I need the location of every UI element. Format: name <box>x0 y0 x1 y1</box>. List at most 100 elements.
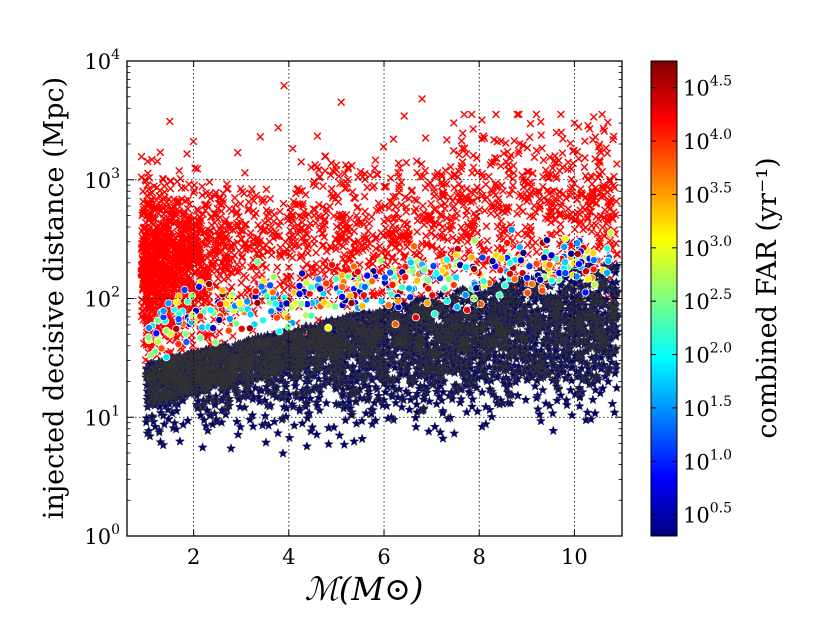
y-tick-label-exponent: 4 <box>111 47 120 63</box>
far-marker <box>409 242 418 251</box>
far-marker <box>172 298 181 307</box>
far-marker <box>196 333 205 342</box>
far-marker <box>461 263 470 272</box>
far-marker <box>268 288 277 297</box>
far-marker <box>338 282 347 291</box>
y-tick-label-base: 10 <box>84 288 111 312</box>
far-marker <box>497 254 506 263</box>
colorbar-tick-label: 102.0 <box>683 341 732 368</box>
far-marker <box>393 296 402 305</box>
far-marker <box>589 255 598 264</box>
far-marker <box>258 316 267 325</box>
far-marker <box>164 299 173 308</box>
far-marker <box>162 353 171 362</box>
far-marker <box>581 288 590 297</box>
far-marker <box>172 324 181 333</box>
colorbar-label: combined FAR (yr⁻¹) <box>752 157 783 438</box>
far-marker <box>144 323 153 332</box>
far-marker <box>153 337 162 346</box>
far-marker <box>472 284 481 293</box>
far-marker <box>330 302 339 311</box>
far-marker <box>582 267 591 276</box>
far-marker <box>211 338 220 347</box>
far-marker <box>251 287 260 296</box>
far-marker <box>196 312 205 321</box>
colorbar-tick-label-base: 10 <box>683 450 710 474</box>
colorbar-gradient <box>650 60 678 537</box>
far-marker <box>527 279 536 288</box>
far-marker <box>590 280 599 289</box>
far-marker <box>488 257 497 266</box>
colorbar-tick-label-base: 10 <box>683 130 710 154</box>
far-marker <box>470 236 479 245</box>
colorbar-tick-label: 101.0 <box>683 447 732 474</box>
far-marker <box>368 277 377 286</box>
far-marker <box>495 291 504 300</box>
far-marker <box>188 311 197 320</box>
far-marker <box>406 293 415 302</box>
colorbar-tick-label: 101.5 <box>683 394 732 421</box>
colorbar-tick-label-base: 10 <box>683 237 710 261</box>
far-marker <box>295 281 304 290</box>
far-marker <box>500 281 509 290</box>
far-marker <box>162 326 171 335</box>
far-marker <box>467 253 476 262</box>
far-marker <box>442 255 451 264</box>
far-marker <box>344 272 353 281</box>
far-marker <box>540 253 549 262</box>
far-marker <box>204 279 213 288</box>
colorbar-tick-label: 104.5 <box>683 74 732 101</box>
colorbar-tick-label: 103.5 <box>683 180 732 207</box>
far-marker <box>523 288 532 297</box>
far-marker <box>267 307 276 316</box>
far-marker <box>159 306 168 315</box>
far-marker <box>538 286 547 295</box>
far-marker <box>505 269 514 278</box>
colorbar-tick-label-base: 10 <box>683 344 710 368</box>
far-marker <box>547 251 556 260</box>
colorbar-tick-label-exponent: 1.5 <box>710 394 732 410</box>
far-marker <box>181 329 190 338</box>
y-tick-label: 103 <box>84 166 120 193</box>
colorbar-tick-label: 102.5 <box>683 287 732 314</box>
far-marker <box>391 320 400 329</box>
far-marker <box>547 276 556 285</box>
far-marker <box>209 324 218 333</box>
far-marker <box>226 293 235 302</box>
far-marker <box>269 272 278 281</box>
far-marker <box>589 265 598 274</box>
far-marker <box>180 285 189 294</box>
far-marker <box>573 239 582 248</box>
far-marker <box>603 244 612 253</box>
far-marker <box>401 273 410 282</box>
far-marker <box>532 259 541 268</box>
y-tick-label-exponent: 3 <box>111 166 120 182</box>
far-marker <box>284 322 293 331</box>
x-tick-label: 4 <box>282 545 295 569</box>
far-marker <box>510 275 519 284</box>
far-marker <box>542 236 551 245</box>
far-marker <box>152 329 161 338</box>
far-marker <box>298 269 307 278</box>
far-marker <box>443 296 452 305</box>
colorbar-tick-label-exponent: 3.5 <box>710 180 732 196</box>
far-marker <box>174 339 183 348</box>
far-marker <box>469 264 478 273</box>
far-marker <box>405 284 414 293</box>
found-injection-far-markers <box>144 225 615 362</box>
far-marker <box>235 299 244 308</box>
far-marker <box>525 262 534 271</box>
far-marker <box>215 315 224 324</box>
far-marker <box>424 284 433 293</box>
colorbar-tick-label-exponent: 1.0 <box>710 447 732 463</box>
far-marker <box>218 286 227 295</box>
far-marker <box>245 324 254 333</box>
far-marker <box>507 225 516 234</box>
far-marker <box>463 305 472 314</box>
far-marker <box>388 280 397 289</box>
far-marker <box>453 303 462 312</box>
y-tick-label-base: 10 <box>84 406 111 430</box>
y-tick-label-exponent: 2 <box>111 285 120 301</box>
colorbar-tick-label-exponent: 3.0 <box>710 234 732 250</box>
far-marker <box>353 267 362 276</box>
